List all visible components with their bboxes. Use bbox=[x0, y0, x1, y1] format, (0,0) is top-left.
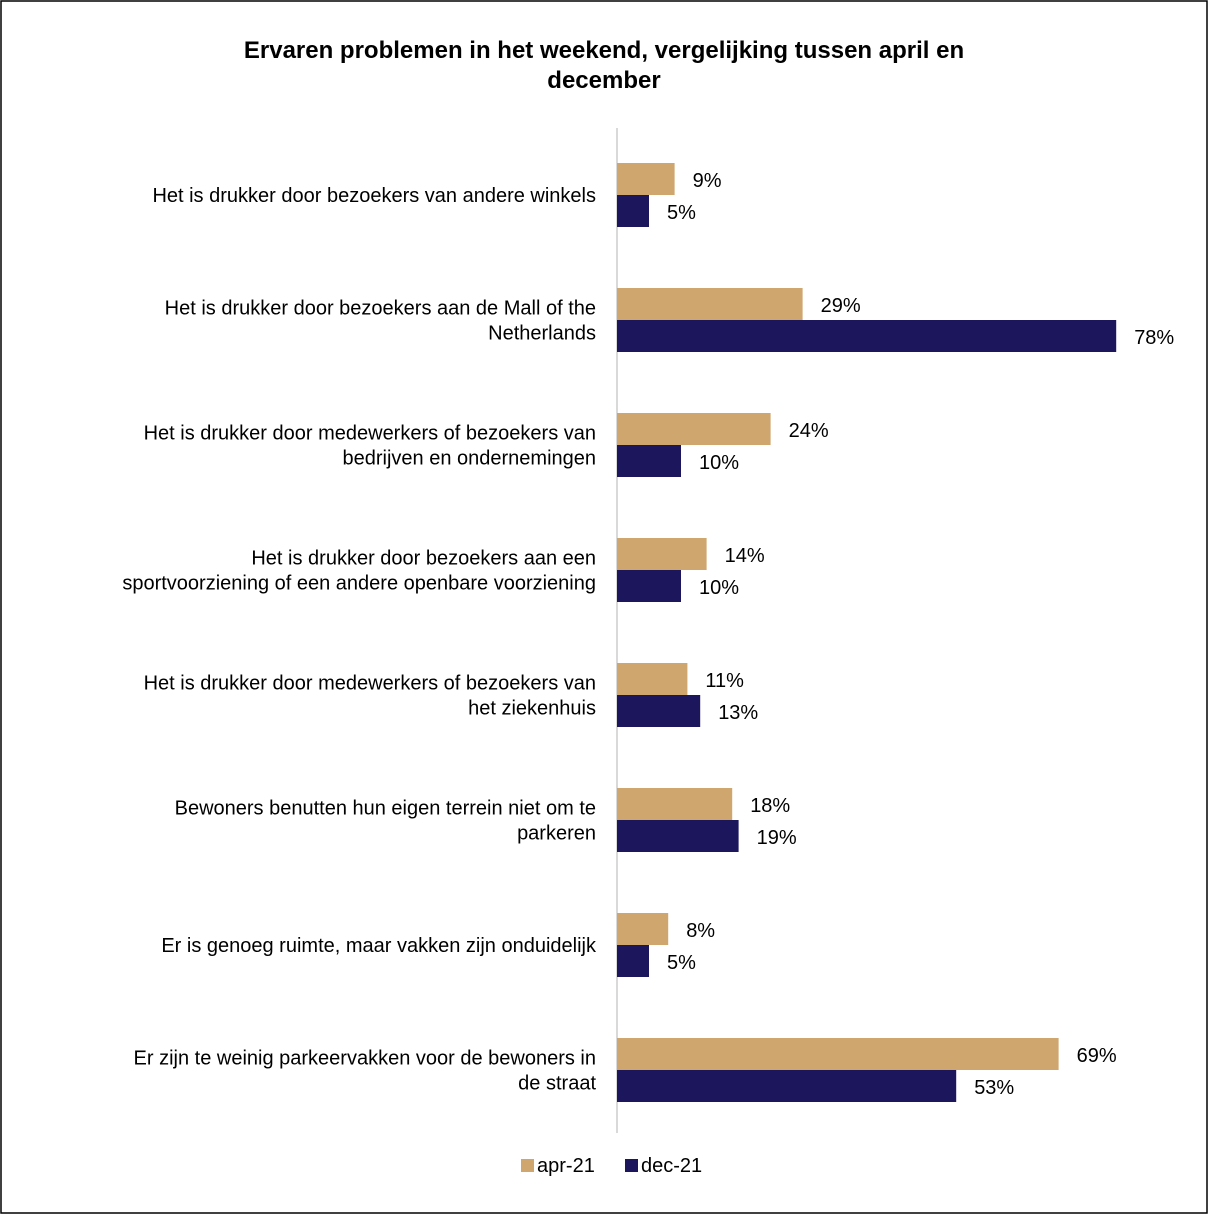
data-label: 14% bbox=[725, 545, 765, 567]
chart-title-line: Ervaren problemen in het weekend, vergel… bbox=[244, 37, 964, 64]
bar-apr-21 bbox=[617, 288, 803, 320]
data-label: 78% bbox=[1134, 327, 1174, 349]
legend-label: apr-21 bbox=[537, 1155, 595, 1177]
data-label: 29% bbox=[821, 295, 861, 317]
legend-swatch-dec-21 bbox=[625, 1159, 638, 1172]
category-labels: Het is drukker door bezoekers van andere… bbox=[122, 185, 597, 1095]
category-label: Netherlands bbox=[488, 323, 596, 345]
bar-dec-21 bbox=[617, 1070, 957, 1102]
legend-swatch-apr-21 bbox=[521, 1159, 534, 1172]
data-label: 8% bbox=[686, 920, 715, 942]
chart-title: Ervaren problemen in het weekend, vergel… bbox=[244, 37, 964, 94]
category-label: Het is drukker door bezoekers van andere… bbox=[152, 185, 596, 207]
category-label: Het is drukker door medewerkers of bezoe… bbox=[144, 673, 596, 695]
legend: apr-21 dec-21 bbox=[521, 1155, 702, 1177]
bars bbox=[617, 163, 1117, 1102]
data-label: 19% bbox=[757, 827, 797, 849]
category-label: Het is drukker door bezoekers aan de Mal… bbox=[165, 298, 596, 320]
data-label: 11% bbox=[705, 670, 744, 692]
category-label: Het is drukker door bezoekers aan een bbox=[251, 548, 596, 570]
data-label: 5% bbox=[667, 952, 696, 974]
category-label: Er zijn te weinig parkeervakken voor de … bbox=[134, 1048, 596, 1070]
data-label: 18% bbox=[750, 795, 790, 817]
bar-dec-21 bbox=[617, 195, 649, 227]
bar-apr-21 bbox=[617, 1038, 1059, 1070]
data-label: 10% bbox=[699, 452, 739, 474]
bar-apr-21 bbox=[617, 788, 733, 820]
bar-dec-21 bbox=[617, 445, 681, 477]
category-label: Het is drukker door medewerkers of bezoe… bbox=[144, 423, 596, 445]
bar-dec-21 bbox=[617, 820, 739, 852]
chart-title-line: december bbox=[547, 67, 660, 94]
data-label: 10% bbox=[699, 577, 739, 599]
data-labels: 9% 5% 29% 78% 24% 10% 14% 10% 11% 13% 18% 19% 8% 5% 69… bbox=[667, 170, 1174, 1099]
legend-label: dec-21 bbox=[641, 1155, 702, 1177]
category-label: Er is genoeg ruimte, maar vakken zijn on… bbox=[161, 935, 597, 957]
category-label: bedrijven en ondernemingen bbox=[342, 448, 596, 470]
data-label: 69% bbox=[1077, 1045, 1117, 1067]
bar-dec-21 bbox=[617, 945, 649, 977]
category-label: Bewoners benutten hun eigen terrein niet… bbox=[175, 798, 596, 820]
data-label: 13% bbox=[718, 702, 758, 724]
bar-apr-21 bbox=[617, 413, 771, 445]
bar-apr-21 bbox=[617, 538, 707, 570]
bar-apr-21 bbox=[617, 663, 688, 695]
bar-apr-21 bbox=[617, 163, 675, 195]
data-label: 24% bbox=[789, 420, 829, 442]
bar-dec-21 bbox=[617, 320, 1117, 352]
category-label: sportvoorziening of een andere openbare … bbox=[122, 573, 596, 595]
category-label: het ziekenhuis bbox=[468, 698, 596, 720]
data-label: 53% bbox=[974, 1077, 1014, 1099]
bar-dec-21 bbox=[617, 570, 681, 602]
bar-dec-21 bbox=[617, 695, 701, 727]
data-label: 9% bbox=[693, 170, 722, 192]
bar-apr-21 bbox=[617, 913, 669, 945]
data-label: 5% bbox=[667, 202, 696, 224]
category-label: de straat bbox=[518, 1073, 596, 1095]
category-label: parkeren bbox=[517, 823, 596, 845]
